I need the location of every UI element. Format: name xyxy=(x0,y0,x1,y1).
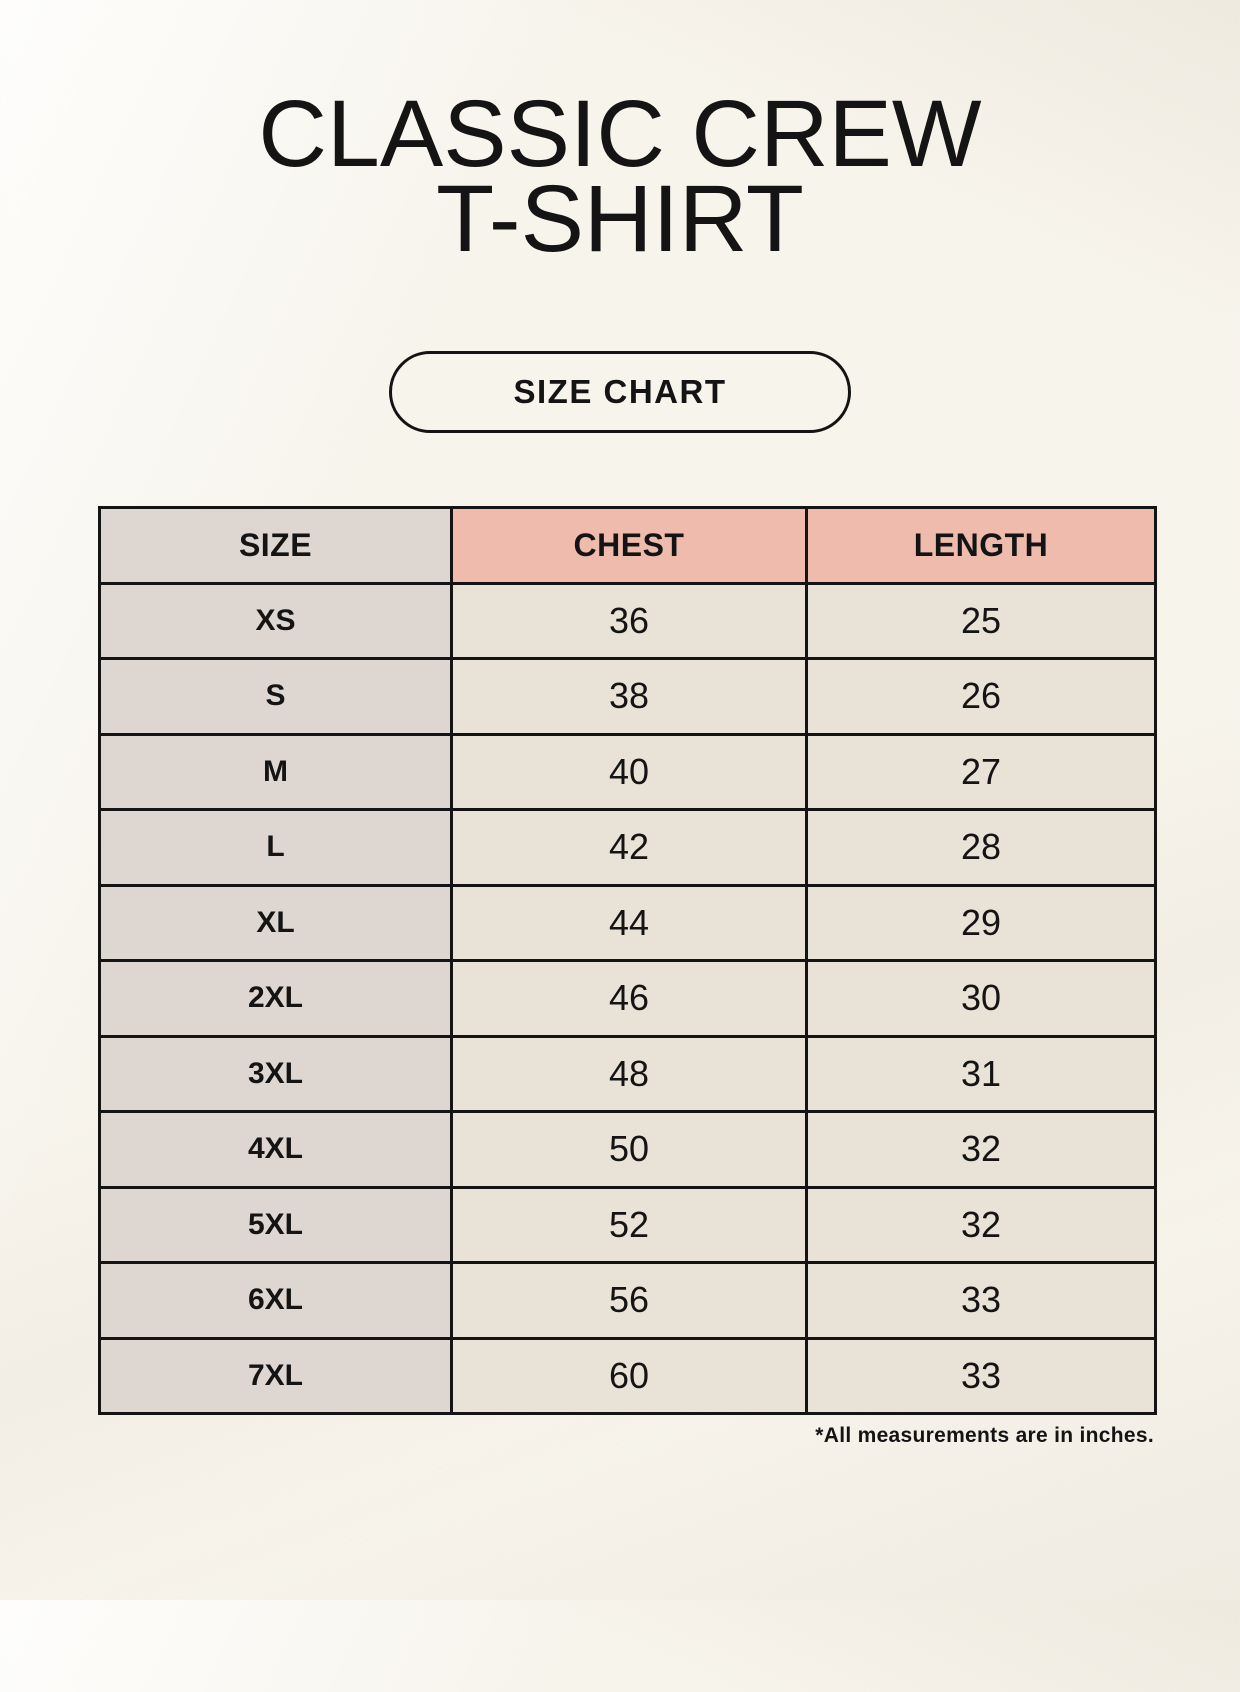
length-cell: 29 xyxy=(805,883,1157,963)
length-cell: 27 xyxy=(805,732,1157,812)
size-chart-badge[interactable]: SIZE CHART xyxy=(389,351,851,434)
table-row: 2XL 46 30 xyxy=(98,959,1157,1038)
size-chart-badge-label: SIZE CHART xyxy=(513,373,727,411)
length-cell: 30 xyxy=(805,959,1157,1038)
page-title: CLASSIC CREW T-SHIRT xyxy=(0,87,1240,267)
size-cell: 5XL xyxy=(98,1185,453,1265)
size-chart-table-body: XS 36 25 S 38 26 M 40 27 L 42 28 XL 44 29 2XL 46 30 3XL 48 3… xyxy=(98,581,1157,1416)
chest-cell: 56 xyxy=(450,1261,808,1340)
chest-cell: 40 xyxy=(450,732,808,812)
table-row: 3XL 48 31 xyxy=(98,1034,1157,1114)
column-header-chest: CHEST xyxy=(450,506,808,585)
table-row: 5XL 52 32 xyxy=(98,1185,1157,1265)
chest-cell: 36 xyxy=(450,581,808,661)
chest-cell: 52 xyxy=(450,1185,808,1265)
length-cell: 28 xyxy=(805,808,1157,887)
size-cell: M xyxy=(98,732,453,812)
table-row: XL 44 29 xyxy=(98,883,1157,963)
size-cell: 2XL xyxy=(98,959,453,1038)
size-cell: 3XL xyxy=(98,1034,453,1114)
chest-cell: 42 xyxy=(450,808,808,887)
table-row: 6XL 56 33 xyxy=(98,1261,1157,1340)
table-row: S 38 26 xyxy=(98,657,1157,736)
size-cell: XS xyxy=(98,581,453,661)
length-cell: 26 xyxy=(805,657,1157,736)
size-cell: 6XL xyxy=(98,1261,453,1340)
chest-cell: 50 xyxy=(450,1110,808,1189)
page-title-line2: T-SHIRT xyxy=(436,165,804,272)
size-cell: L xyxy=(98,808,453,887)
table-row: XS 36 25 xyxy=(98,581,1157,661)
table-row: M 40 27 xyxy=(98,732,1157,812)
table-row: L 42 28 xyxy=(98,808,1157,887)
page-title-line1: CLASSIC CREW xyxy=(258,81,982,187)
chest-cell: 38 xyxy=(450,657,808,736)
chest-cell: 48 xyxy=(450,1034,808,1114)
length-cell: 32 xyxy=(805,1185,1157,1265)
length-cell: 33 xyxy=(805,1261,1157,1340)
table-row: 4XL 50 32 xyxy=(98,1110,1157,1189)
size-cell: XL xyxy=(98,883,453,963)
chest-cell: 60 xyxy=(450,1336,808,1416)
size-cell: 4XL xyxy=(98,1110,453,1189)
measurements-footnote: *All measurements are in inches. xyxy=(815,1424,1154,1448)
column-header-length: LENGTH xyxy=(805,506,1157,585)
chest-cell: 44 xyxy=(450,883,808,963)
size-chart-table: SIZE CHEST LENGTH XS 36 25 S 38 26 M 40 27 L 42 28 X… xyxy=(98,506,1157,1416)
column-header-size: SIZE xyxy=(98,506,453,585)
chest-cell: 46 xyxy=(450,959,808,1038)
length-cell: 32 xyxy=(805,1110,1157,1189)
header-row: SIZE CHEST LENGTH xyxy=(98,506,1157,585)
table-row: 7XL 60 33 xyxy=(98,1336,1157,1416)
length-cell: 25 xyxy=(805,581,1157,661)
size-cell: S xyxy=(98,657,453,736)
length-cell: 31 xyxy=(805,1034,1157,1114)
size-chart-table-header: SIZE CHEST LENGTH xyxy=(98,506,1157,585)
size-cell: 7XL xyxy=(98,1336,453,1416)
length-cell: 33 xyxy=(805,1336,1157,1416)
